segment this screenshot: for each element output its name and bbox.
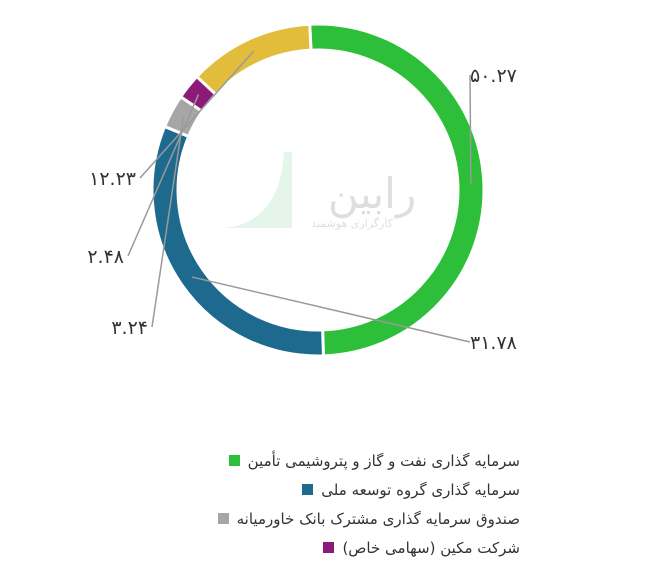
legend-swatch xyxy=(228,455,240,466)
data-label: ۳۱.۷۸ xyxy=(470,332,517,354)
legend-label: صندوق سرمایه گذاری مشترک بانک خاورمیانه xyxy=(236,509,520,528)
data-label: ۳.۲۴ xyxy=(111,317,148,339)
donut-slice[interactable] xyxy=(194,22,313,97)
watermark-logo-icon xyxy=(222,152,292,228)
legend-label: شرکت مکین (سهامی خاص) xyxy=(342,538,520,557)
leader-line xyxy=(151,117,185,328)
leader-line xyxy=(469,74,472,184)
leader-lines xyxy=(127,50,472,343)
data-label: ۱۲.۲۳ xyxy=(89,168,136,190)
legend: سرمایه گذاری نفت و گاز و پتروشیمی تأمین … xyxy=(140,446,520,562)
legend-label: سرمایه گذاری گروه توسعه ملی xyxy=(321,480,520,499)
legend-swatch xyxy=(302,484,314,495)
leader-line xyxy=(127,94,200,257)
legend-item[interactable]: شرکت مکین (سهامی خاص) xyxy=(140,533,520,562)
legend-swatch xyxy=(323,542,335,553)
data-label: ۲.۴۸ xyxy=(87,246,124,268)
watermark-subtitle: کارگزاری هوشمند xyxy=(311,217,394,230)
legend-swatch xyxy=(217,513,229,524)
legend-item[interactable]: سرمایه گذاری گروه توسعه ملی xyxy=(140,475,520,504)
leader-line xyxy=(139,50,255,179)
legend-item[interactable]: صندوق سرمایه گذاری مشترک بانک خاورمیانه xyxy=(140,504,520,533)
legend-label: سرمایه گذاری نفت و گاز و پتروشیمی تأمین xyxy=(247,451,520,470)
leader-line xyxy=(192,276,471,343)
legend-item[interactable]: سرمایه گذاری نفت و گاز و پتروشیمی تأمین xyxy=(140,446,520,475)
watermark-title: رابین xyxy=(328,169,416,218)
donut-slices xyxy=(150,22,486,358)
donut-slice[interactable] xyxy=(150,124,326,358)
data-label: ۵۰.۲۷ xyxy=(470,65,517,87)
data-labels: ۵۰.۲۷ ۳۱.۷۸ ۳.۲۴ ۲.۴۸ ۱۲.۲۳ xyxy=(87,65,517,354)
